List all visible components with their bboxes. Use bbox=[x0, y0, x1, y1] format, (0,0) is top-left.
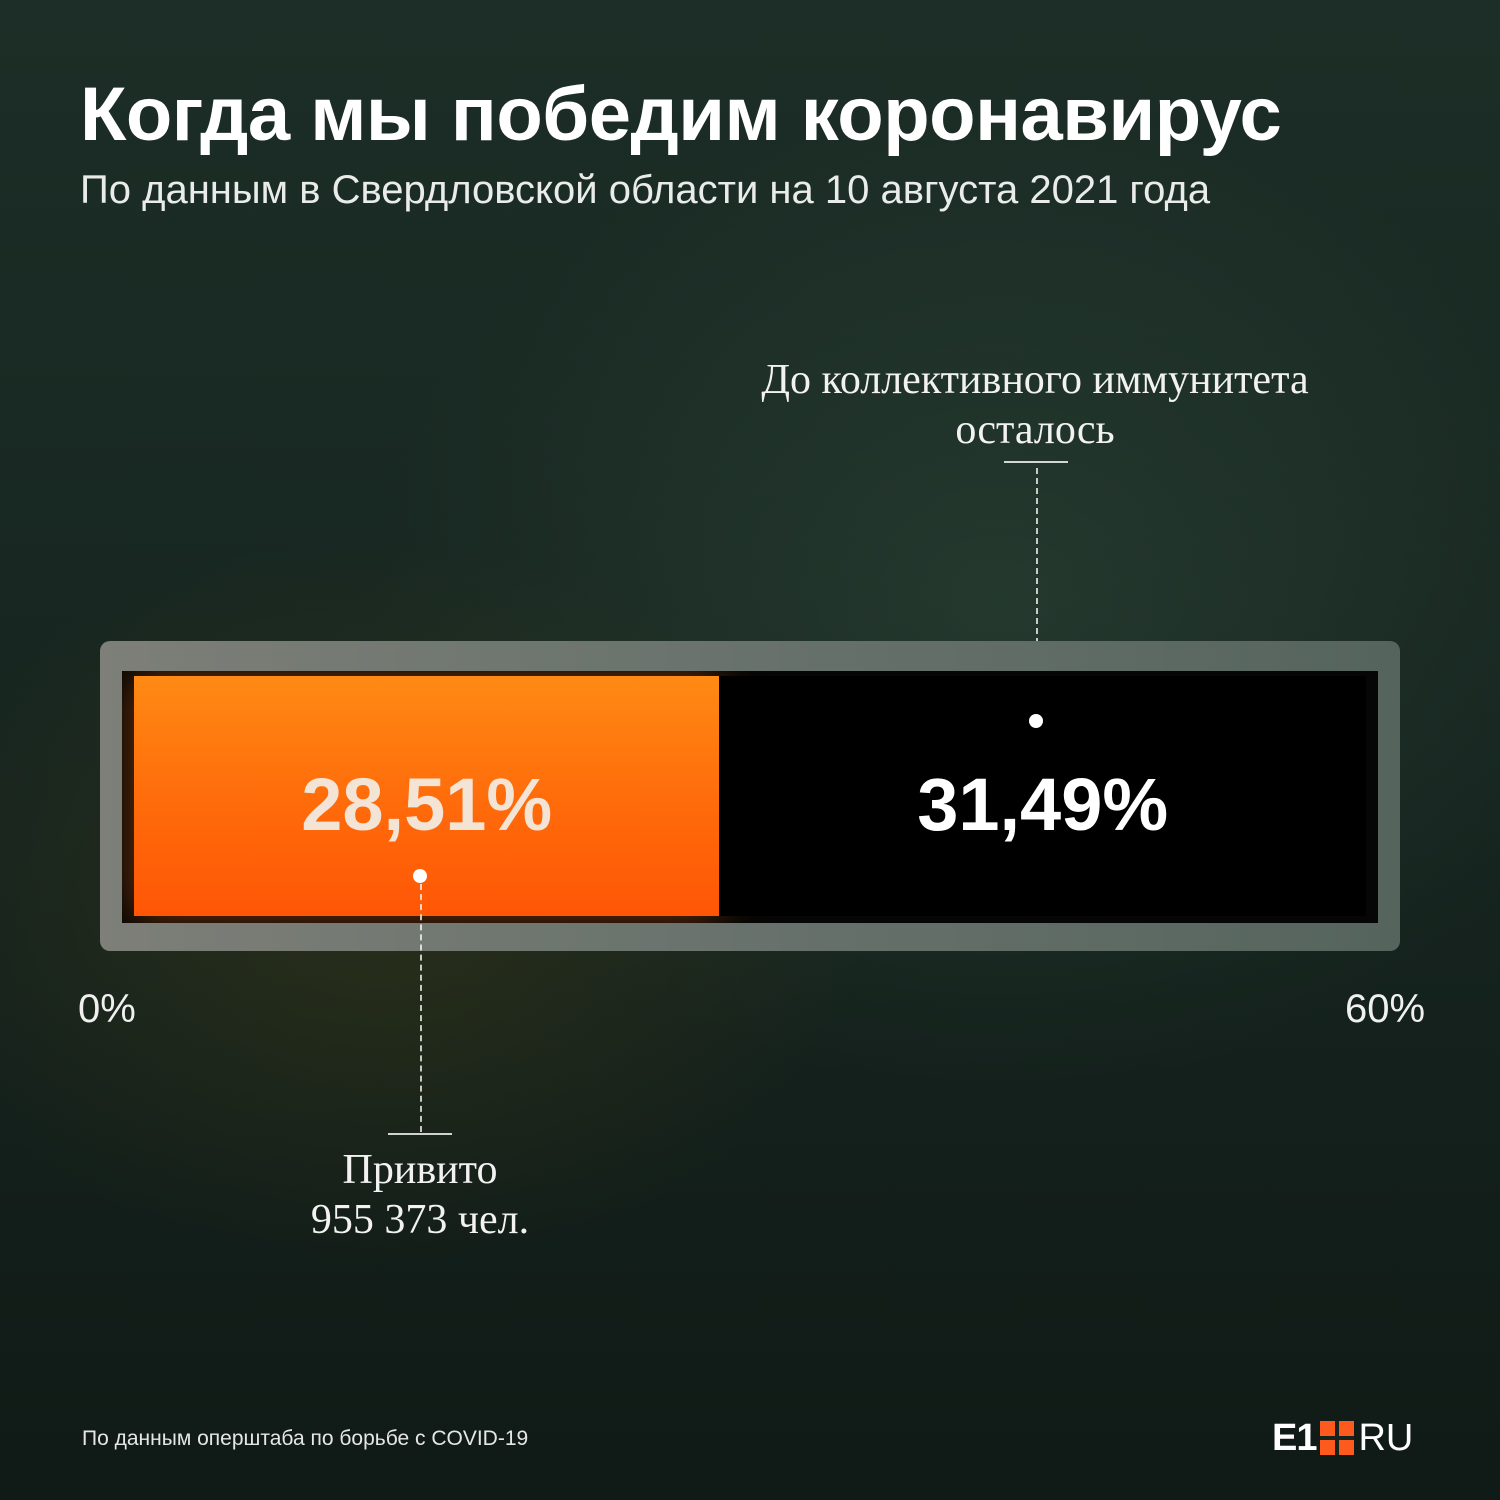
progress-bar-frame bbox=[100, 641, 1400, 951]
bar-label-vaccinated: 28,51% bbox=[301, 763, 553, 846]
e1-logo: E1 RU bbox=[1272, 1418, 1413, 1458]
remaining-leader-line bbox=[1036, 468, 1038, 714]
annotation-vaccinated-line-2: 955 373 чел. bbox=[310, 1197, 530, 1243]
remaining-leader-cap bbox=[1004, 461, 1068, 463]
source-note: По данным оперштаба по борьбе с COVID-19 bbox=[82, 1427, 529, 1450]
progress-bar-track bbox=[122, 671, 1378, 923]
chart-title: Когда мы победим коронавирус bbox=[80, 72, 1282, 157]
bar-segment-remaining bbox=[719, 676, 1366, 916]
chart-subtitle: По данным в Свердловской области на 10 а… bbox=[80, 168, 1211, 212]
vaccinated-leader-dot bbox=[413, 869, 427, 883]
logo-square-icon bbox=[1320, 1421, 1355, 1455]
annotation-remaining: До коллективного иммунитета осталось bbox=[650, 355, 1420, 455]
vaccinated-leader-cap bbox=[388, 1133, 452, 1135]
remaining-leader-dot bbox=[1029, 714, 1043, 728]
logo-e1-text: E1 bbox=[1272, 1417, 1317, 1459]
axis-tick-min: 0% bbox=[78, 987, 136, 1031]
bar-label-remaining: 31,49% bbox=[917, 763, 1169, 846]
logo-ru-text: RU bbox=[1358, 1417, 1414, 1459]
axis-tick-max: 60% bbox=[1345, 987, 1426, 1031]
vaccinated-leader-line bbox=[420, 884, 422, 1132]
annotation-vaccinated: Привито 955 373 чел. bbox=[220, 1145, 620, 1245]
annotation-remaining-line-2: осталось bbox=[955, 407, 1115, 453]
annotation-vaccinated-line-1: Привито bbox=[342, 1147, 498, 1193]
annotation-remaining-line-1: До коллективного иммунитета bbox=[761, 357, 1309, 403]
